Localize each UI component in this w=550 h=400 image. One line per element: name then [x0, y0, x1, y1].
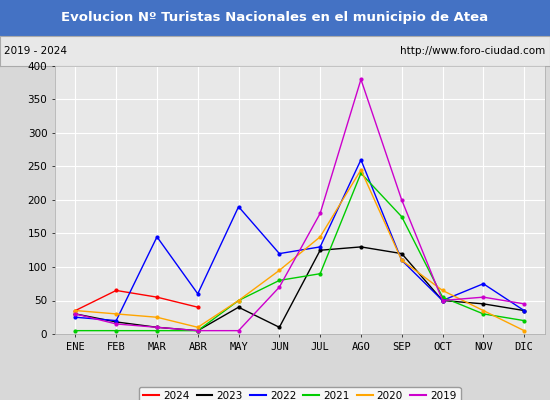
- Text: http://www.foro-ciudad.com: http://www.foro-ciudad.com: [400, 46, 546, 56]
- Text: 2019 - 2024: 2019 - 2024: [4, 46, 68, 56]
- Legend: 2024, 2023, 2022, 2021, 2020, 2019: 2024, 2023, 2022, 2021, 2020, 2019: [139, 387, 460, 400]
- Text: Evolucion Nº Turistas Nacionales en el municipio de Atea: Evolucion Nº Turistas Nacionales en el m…: [62, 12, 488, 24]
